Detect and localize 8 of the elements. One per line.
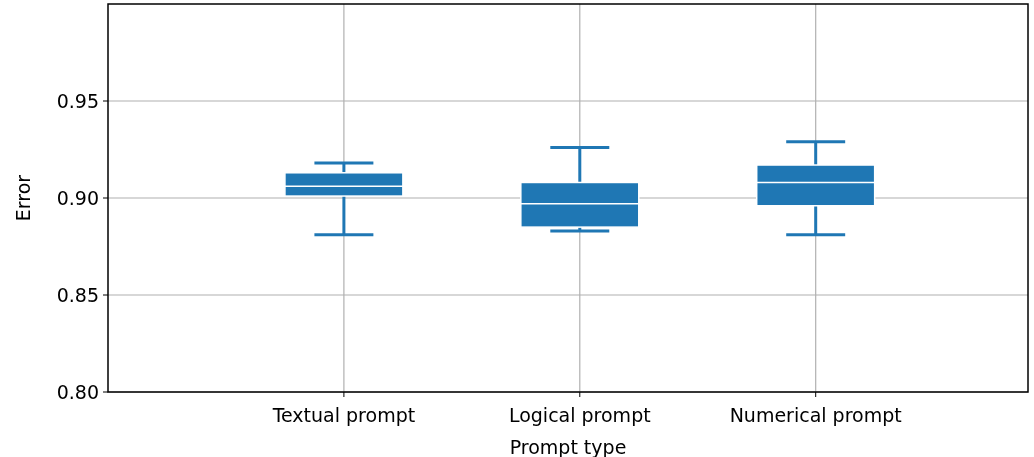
y-tick-label: 0.95 — [56, 89, 99, 112]
x-tick-label: Textual prompt — [271, 404, 416, 426]
y-axis-title: Error — [12, 174, 34, 222]
x-tick-label: Numerical prompt — [729, 404, 902, 426]
y-tick-label: 0.80 — [56, 380, 99, 403]
y-tick-label: 0.90 — [56, 186, 99, 209]
y-tick-label: 0.85 — [56, 283, 99, 306]
x-tick-label: Logical prompt — [508, 404, 651, 426]
